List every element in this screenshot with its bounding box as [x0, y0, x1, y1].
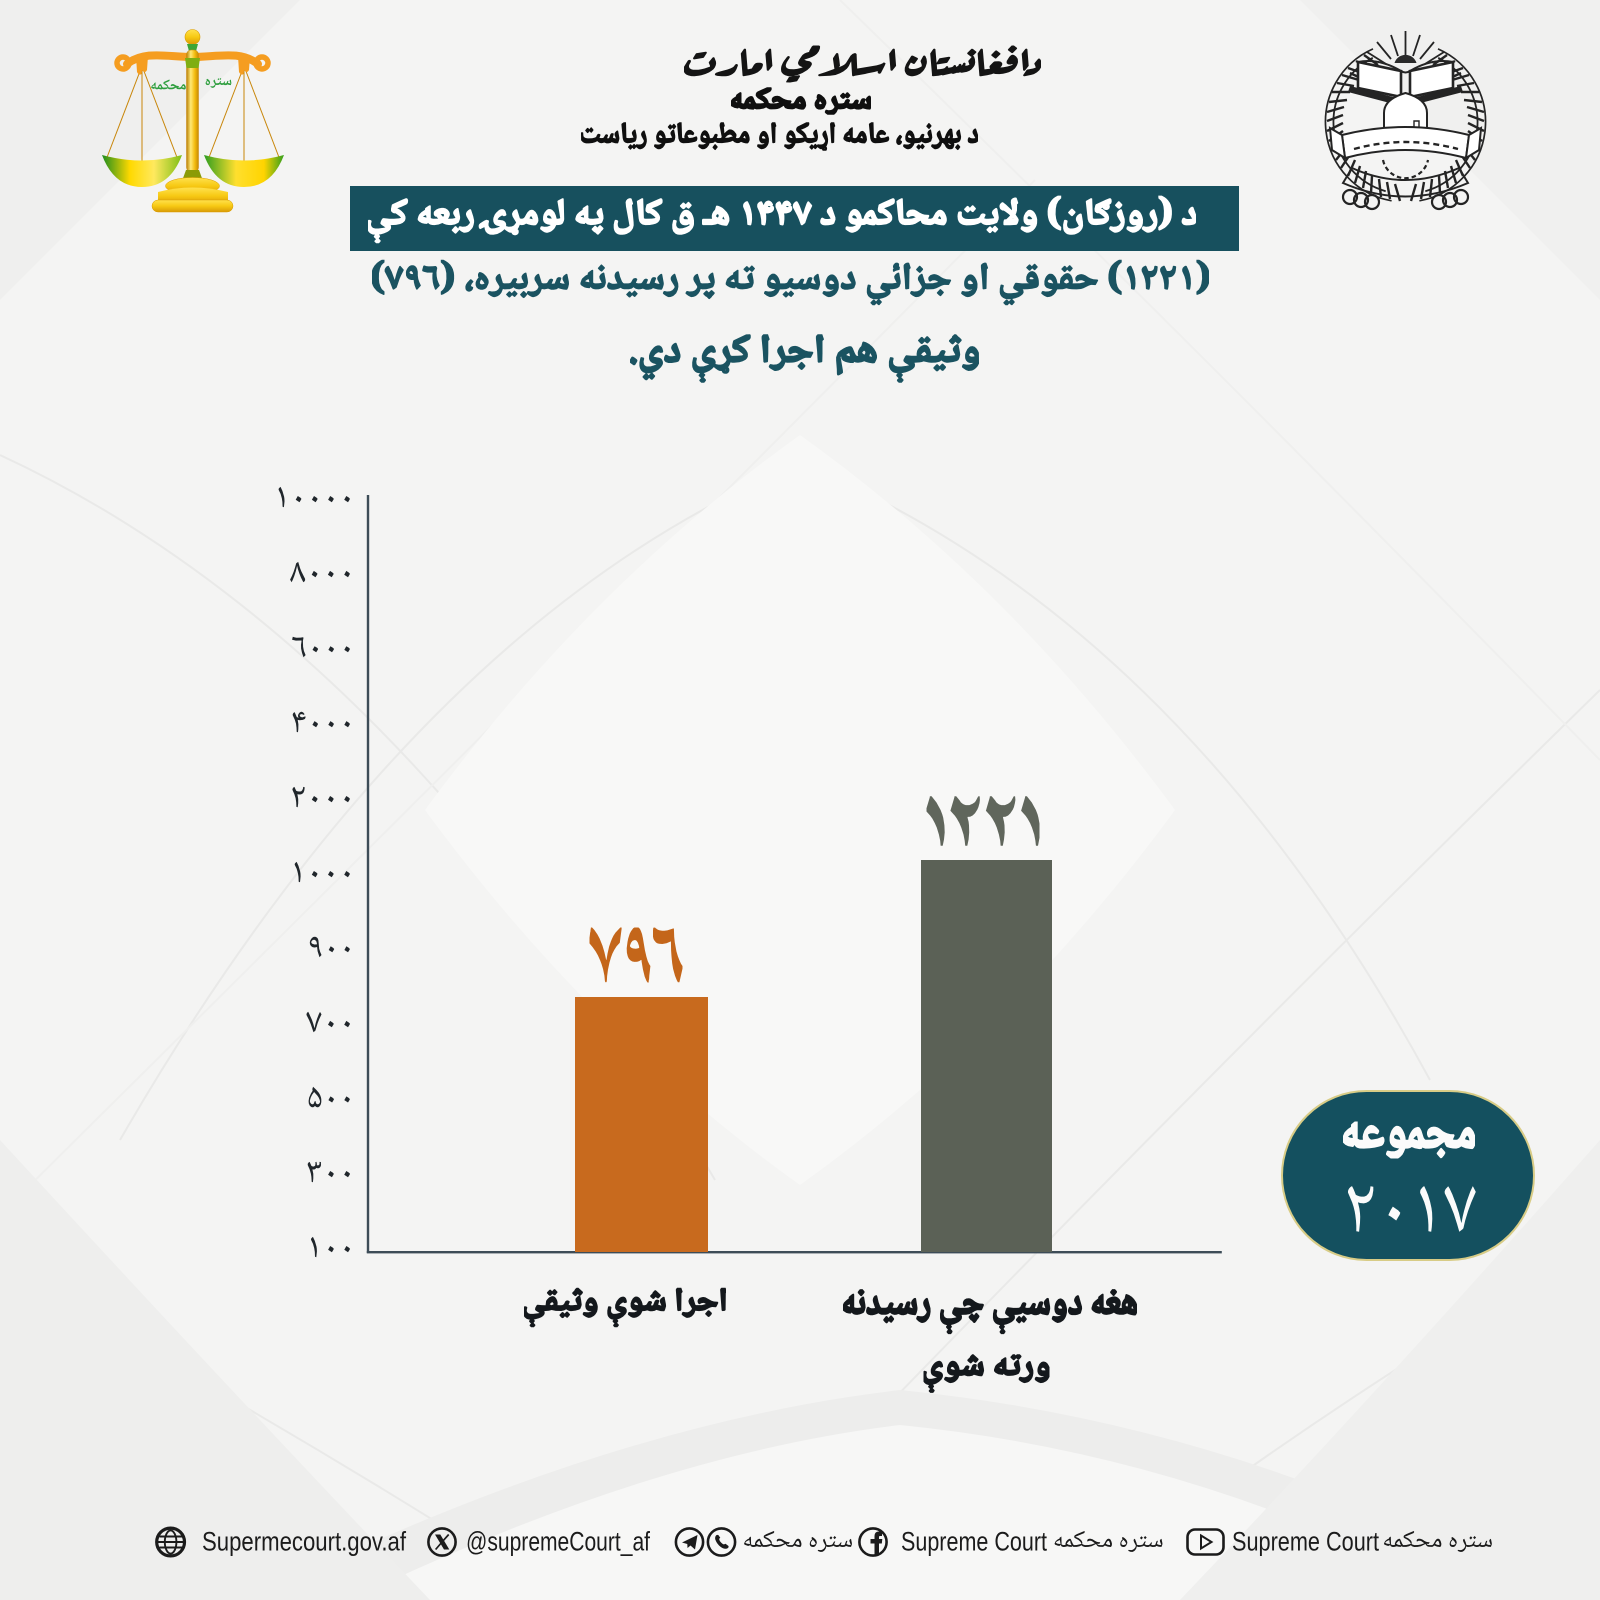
svg-text:Supreme Court: Supreme Court	[1232, 1527, 1379, 1557]
svg-text:@supremeCourt_af: @supremeCourt_af	[466, 1527, 650, 1557]
svg-text:Supermecourt.gov.af: Supermecourt.gov.af	[202, 1527, 406, 1557]
svg-text:Supreme Court: Supreme Court	[901, 1527, 1047, 1557]
